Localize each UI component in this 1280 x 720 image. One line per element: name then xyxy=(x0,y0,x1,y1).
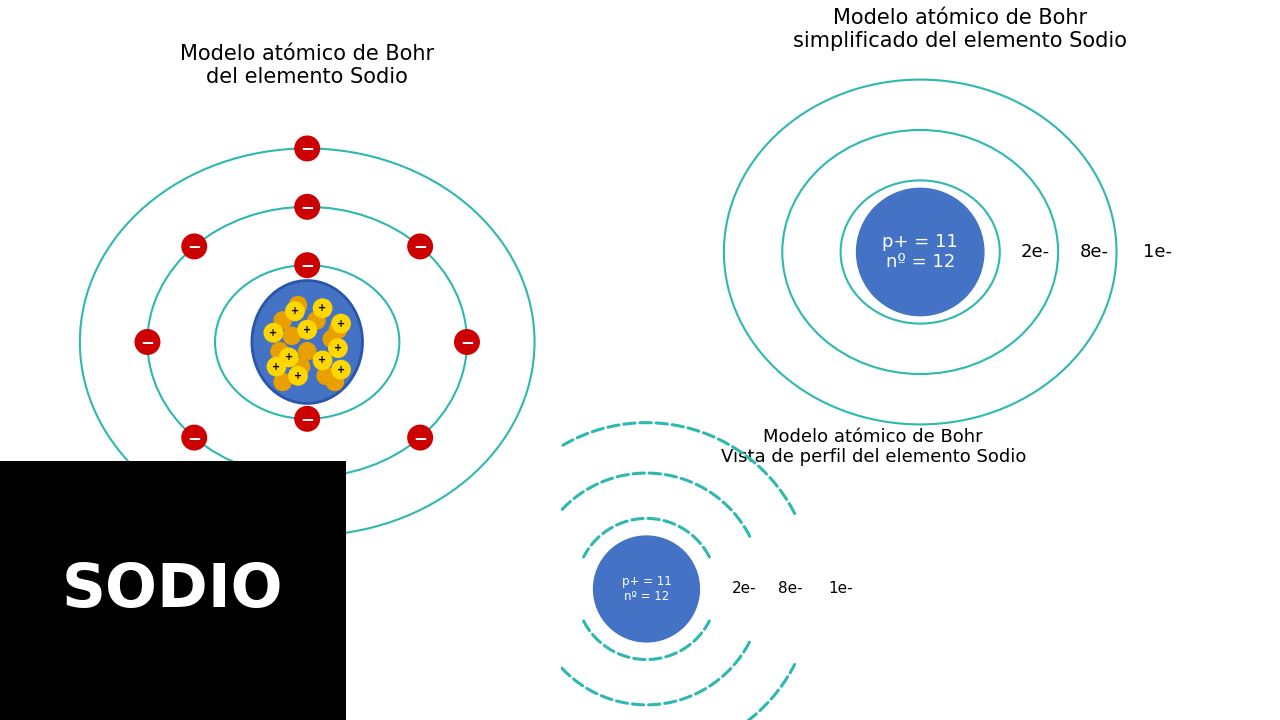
Text: −: − xyxy=(141,333,155,351)
Circle shape xyxy=(317,367,334,384)
Circle shape xyxy=(314,299,332,318)
Text: Modelo atómico de Bohr
Vista de perfil del elemento Sodio: Modelo atómico de Bohr Vista de perfil d… xyxy=(721,428,1027,467)
Circle shape xyxy=(274,374,292,390)
Circle shape xyxy=(298,320,316,339)
Text: Modelo atómico de Bohr
del elemento Sodio: Modelo atómico de Bohr del elemento Sodi… xyxy=(180,44,434,87)
Text: +: + xyxy=(291,306,300,316)
FancyBboxPatch shape xyxy=(0,461,346,720)
Circle shape xyxy=(285,302,305,320)
Text: 2e-: 2e- xyxy=(1021,243,1050,261)
Text: −: − xyxy=(301,140,314,158)
Text: +: + xyxy=(319,356,326,366)
Circle shape xyxy=(264,323,283,342)
Circle shape xyxy=(268,357,285,376)
Circle shape xyxy=(294,136,320,161)
Text: Modelo atómico de Bohr
simplificado del elemento Sodio: Modelo atómico de Bohr simplificado del … xyxy=(794,8,1126,51)
Text: +: + xyxy=(319,303,326,313)
Circle shape xyxy=(294,407,320,431)
Text: p+ = 11
nº = 12: p+ = 11 nº = 12 xyxy=(622,575,671,603)
Text: −: − xyxy=(301,256,314,274)
Circle shape xyxy=(307,312,325,329)
Circle shape xyxy=(274,312,292,329)
Circle shape xyxy=(292,358,310,375)
Circle shape xyxy=(283,328,301,344)
Circle shape xyxy=(289,366,307,385)
Circle shape xyxy=(294,194,320,219)
Text: −: − xyxy=(301,198,314,216)
Circle shape xyxy=(408,426,433,450)
Circle shape xyxy=(332,361,351,379)
Text: 8e-: 8e- xyxy=(1079,243,1108,261)
Text: +: + xyxy=(269,328,278,338)
Text: 8e-: 8e- xyxy=(777,582,803,596)
Text: −: − xyxy=(301,468,314,486)
Text: +: + xyxy=(303,325,311,335)
Text: SODIO: SODIO xyxy=(61,561,284,620)
Ellipse shape xyxy=(252,281,362,403)
Circle shape xyxy=(182,234,206,258)
Circle shape xyxy=(314,351,332,369)
Circle shape xyxy=(289,297,307,314)
Text: +: + xyxy=(337,364,346,374)
Text: +: + xyxy=(337,318,346,328)
Circle shape xyxy=(279,348,298,366)
Circle shape xyxy=(329,321,347,338)
Text: −: − xyxy=(187,428,201,446)
Text: 1e-: 1e- xyxy=(1143,243,1172,261)
Circle shape xyxy=(594,536,699,642)
Text: p+ = 11
nº = 12: p+ = 11 nº = 12 xyxy=(882,233,959,271)
Text: 2e-: 2e- xyxy=(732,582,756,596)
Circle shape xyxy=(271,343,288,360)
Circle shape xyxy=(326,374,343,390)
Text: −: − xyxy=(187,238,201,256)
Text: −: − xyxy=(413,238,428,256)
Text: +: + xyxy=(334,343,342,353)
Text: 1e-: 1e- xyxy=(828,582,852,596)
Circle shape xyxy=(454,330,479,354)
Circle shape xyxy=(298,343,316,360)
Text: +: + xyxy=(294,371,302,381)
Circle shape xyxy=(136,330,160,354)
Circle shape xyxy=(408,234,433,258)
Text: +: + xyxy=(284,352,293,362)
Text: −: − xyxy=(460,333,474,351)
Text: −: − xyxy=(413,428,428,446)
Text: +: + xyxy=(273,361,280,372)
Circle shape xyxy=(294,465,320,490)
Circle shape xyxy=(329,339,347,357)
Circle shape xyxy=(323,330,340,348)
Circle shape xyxy=(856,189,984,315)
Circle shape xyxy=(332,315,351,333)
Circle shape xyxy=(294,253,320,277)
Circle shape xyxy=(182,426,206,450)
Text: −: − xyxy=(301,410,314,428)
